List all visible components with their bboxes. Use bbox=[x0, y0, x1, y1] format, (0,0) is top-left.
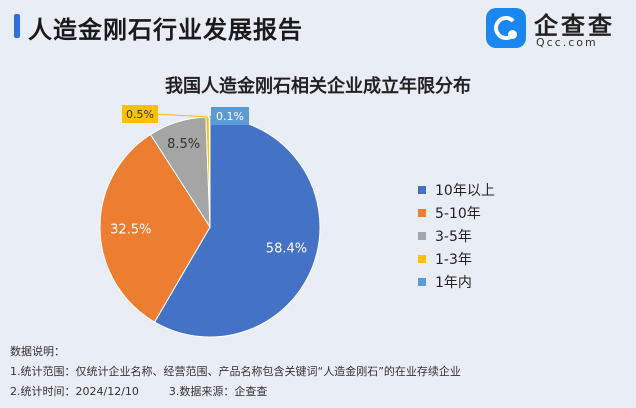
legend-item-3: 1-3年 bbox=[418, 247, 495, 270]
logo-domain: Qcc.com bbox=[536, 36, 598, 49]
legend-swatch-1 bbox=[418, 208, 426, 217]
legend-item-1: 5-10年 bbox=[418, 201, 495, 224]
pie-slice-0 bbox=[153, 116, 321, 338]
legend-swatch-2 bbox=[418, 231, 426, 240]
leader-line-4 bbox=[209, 115, 214, 118]
legend-item-4: 1年内 bbox=[418, 270, 495, 293]
pie-slice-1 bbox=[99, 133, 211, 323]
legend-item-0: 10年以上 bbox=[418, 178, 495, 201]
legend-label-0: 10年以上 bbox=[435, 182, 495, 199]
legend-item-2: 3-5年 bbox=[418, 224, 495, 247]
notes-heading: 数据说明： bbox=[10, 345, 65, 358]
legend-swatch-3 bbox=[418, 254, 426, 263]
notes-stat-time: 2.统计时间：2024/12/10 bbox=[10, 385, 139, 398]
qcc-logo-icon bbox=[486, 8, 526, 48]
legend-label-1: 5-10年 bbox=[435, 205, 481, 222]
legend-label-2: 3-5年 bbox=[435, 228, 472, 245]
legend-label-3: 1-3年 bbox=[435, 251, 472, 268]
logo-name: 企查查 bbox=[534, 12, 615, 40]
chart-legend: 10年以上 5-10年 3-5年 1-3年 1年内 bbox=[418, 178, 495, 293]
notes-line-1: 1.统计范围：仅统计企业名称、经营范围、产品名称包含关键词“人造金刚石”的在业存… bbox=[10, 365, 461, 378]
data-label-4: 0.1% bbox=[216, 110, 244, 123]
legend-label-4: 1年内 bbox=[435, 274, 472, 291]
notes-data-source: 3.数据来源：企查查 bbox=[168, 385, 268, 398]
data-label-3: 0.5% bbox=[126, 108, 154, 121]
data-label-0: 58.4% bbox=[266, 242, 307, 257]
report-title: 人造金刚石行业发展报告 bbox=[28, 16, 303, 44]
chart-title: 我国人造金刚石相关企业成立年限分布 bbox=[165, 76, 471, 97]
data-label-box-4 bbox=[211, 107, 249, 125]
leader-line-3 bbox=[155, 113, 208, 118]
data-label-2: 8.5% bbox=[167, 137, 200, 152]
notes-line-2: 2.统计时间：2024/12/10 3.数据来源：企查查 bbox=[10, 382, 461, 402]
legend-swatch-0 bbox=[418, 185, 426, 194]
header-bar: 人造金刚石行业发展报告 企查查 Qcc.com bbox=[0, 0, 636, 56]
title-accent-bar bbox=[14, 14, 20, 38]
data-label-box-3 bbox=[122, 105, 158, 123]
qcc-logo: 企查查 Qcc.com bbox=[486, 6, 630, 52]
data-label-1: 32.5% bbox=[110, 223, 151, 238]
pie-slice-4 bbox=[208, 116, 211, 228]
data-notes: 数据说明： 1.统计范围：仅统计企业名称、经营范围、产品名称包含关键词“人造金刚… bbox=[10, 342, 461, 402]
legend-swatch-4 bbox=[418, 277, 426, 286]
